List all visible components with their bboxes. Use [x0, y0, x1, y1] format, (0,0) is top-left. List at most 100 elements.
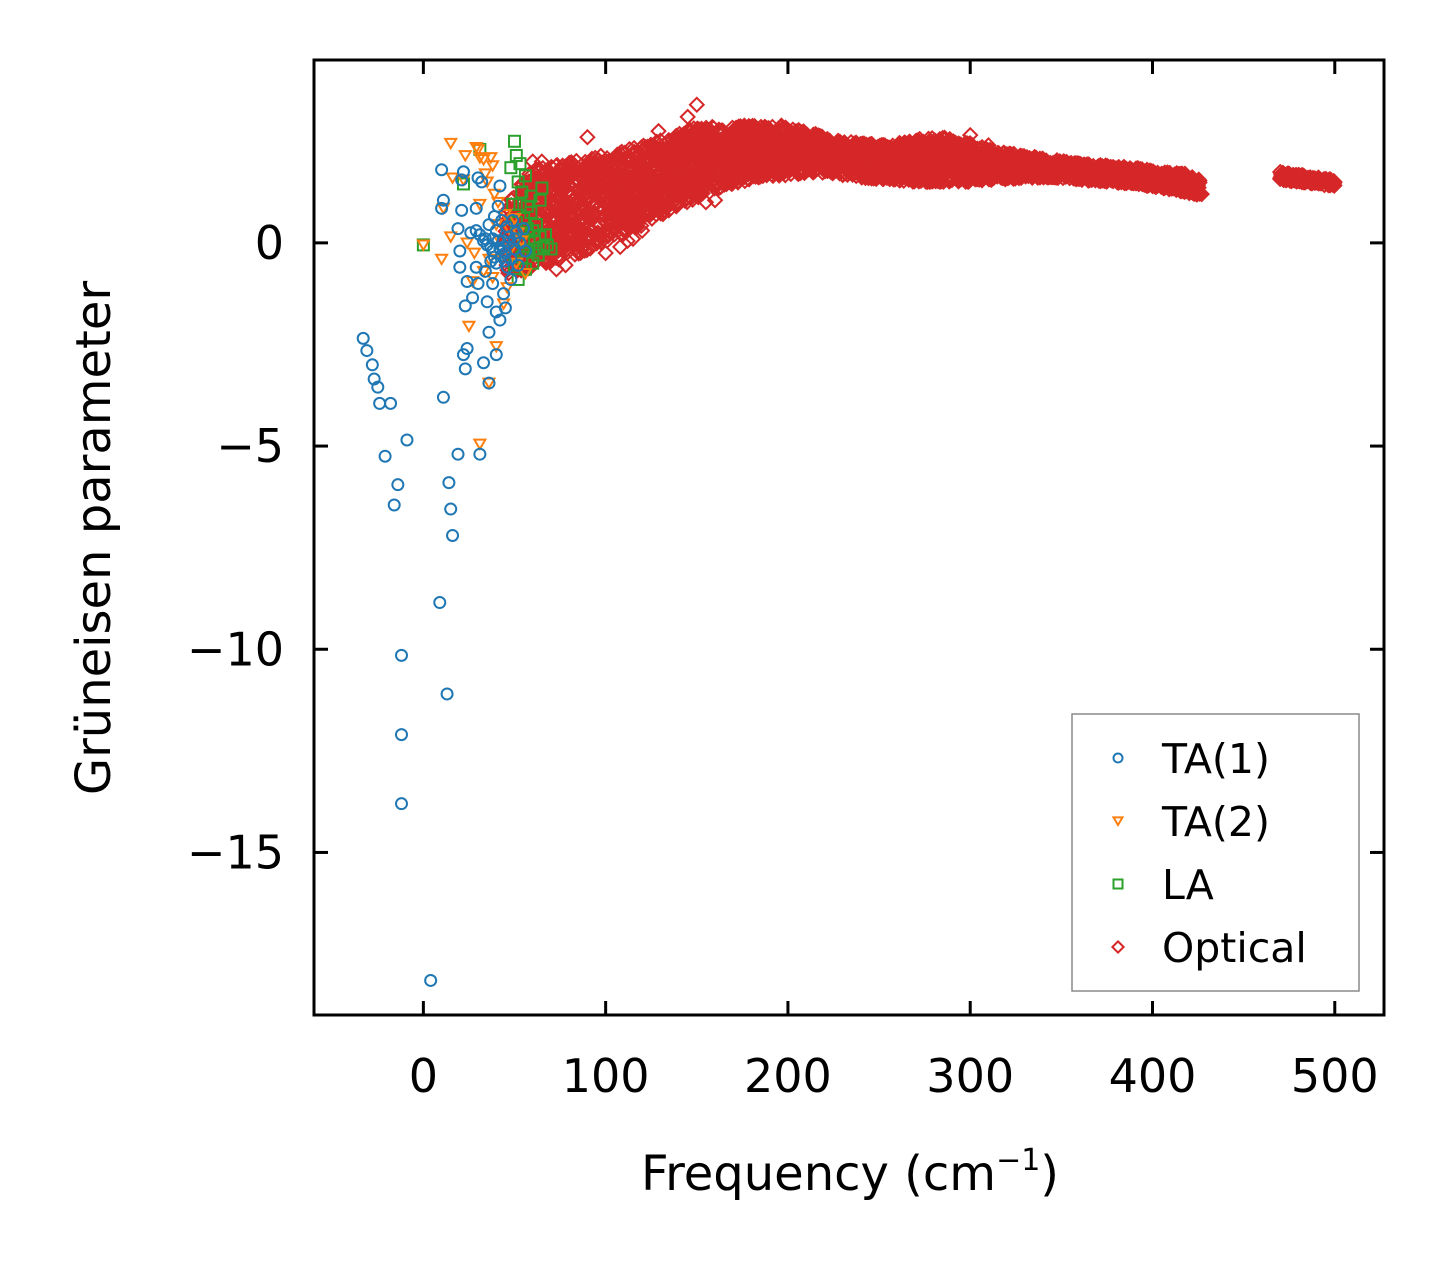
ta2-point — [481, 377, 497, 390]
optical-point — [940, 170, 958, 188]
optical-point — [839, 143, 856, 161]
optical-point — [969, 147, 986, 165]
optical-point — [644, 138, 661, 155]
optical-point — [730, 136, 748, 154]
la-point — [544, 242, 558, 256]
optical-point — [706, 128, 723, 146]
optical-point — [683, 171, 700, 189]
ta2-point — [483, 152, 499, 165]
optical-point — [597, 244, 614, 262]
optical-point — [860, 159, 877, 176]
la-point — [513, 197, 527, 211]
optical-point — [598, 220, 616, 237]
optical-point — [740, 171, 758, 188]
ta2-point — [472, 438, 488, 451]
optical-point — [1035, 165, 1053, 183]
optical-point — [627, 217, 645, 235]
optical-point — [725, 153, 743, 171]
optical-point — [549, 200, 567, 217]
optical-point — [719, 128, 736, 146]
optical-point — [578, 189, 596, 207]
optical-point — [645, 157, 663, 174]
optical-point — [544, 169, 561, 187]
la-point — [524, 189, 538, 203]
ta1-point — [451, 222, 465, 236]
la-point — [504, 161, 518, 175]
optical-point — [920, 151, 938, 169]
optical-point — [653, 164, 671, 181]
ta1-point — [482, 376, 496, 390]
optical-point — [907, 143, 925, 160]
la-point — [518, 169, 532, 183]
optical-point — [624, 230, 642, 248]
optical-point — [1065, 162, 1083, 180]
optical-point — [690, 188, 707, 206]
optical-point — [633, 222, 651, 239]
legend-marker-optical — [1110, 939, 1126, 955]
optical-point — [751, 168, 769, 186]
ta1-point — [394, 648, 408, 662]
optical-point — [653, 172, 670, 190]
optical-point — [1072, 168, 1089, 185]
optical-point — [830, 145, 847, 162]
optical-point — [650, 122, 667, 140]
ta2-point — [479, 176, 495, 189]
ta1-point — [482, 325, 496, 339]
ta2-point — [443, 137, 458, 151]
ta2-point — [472, 152, 488, 165]
optical-point — [783, 143, 800, 160]
optical-point — [888, 162, 905, 180]
optical-point — [1324, 175, 1342, 192]
optical-point — [961, 126, 979, 144]
plot-frame — [312, 58, 1386, 1017]
optical-point — [787, 125, 804, 142]
optical-point — [1147, 178, 1165, 195]
optical-point — [1142, 164, 1160, 182]
x-tick-label: 200 — [744, 1049, 832, 1103]
ta1-point — [517, 222, 531, 236]
ta1-point — [486, 277, 500, 291]
ta1-point — [435, 201, 449, 215]
optical-point — [805, 127, 822, 145]
optical-point — [579, 203, 597, 221]
optical-point — [850, 164, 867, 182]
optical-point — [614, 225, 632, 243]
optical-point — [924, 173, 941, 190]
optical-point — [1052, 157, 1070, 174]
optical-point — [822, 157, 839, 175]
optical-point — [670, 195, 688, 212]
ta1-point — [378, 449, 392, 463]
ta1-point — [440, 687, 454, 701]
ta1-point — [424, 973, 438, 987]
optical-point — [611, 238, 629, 256]
optical-point — [769, 132, 787, 150]
optical-point — [731, 121, 749, 138]
la-point — [508, 134, 522, 148]
ta1-point — [460, 342, 474, 356]
optical-point — [677, 190, 694, 207]
ta1-point — [471, 277, 485, 291]
ta1-point — [400, 433, 414, 447]
ta1-point — [433, 596, 447, 610]
la-point — [511, 272, 525, 286]
optical-point — [554, 235, 571, 253]
optical-point — [758, 149, 776, 167]
optical-point — [927, 160, 945, 177]
optical-point — [662, 182, 680, 200]
la-point — [506, 197, 520, 211]
legend-label-ta2: TA(2) — [1161, 798, 1270, 846]
optical-point — [1013, 157, 1031, 174]
optical-point — [706, 191, 724, 209]
optical-point — [687, 150, 704, 168]
x-axis-label: Frequency (cm−1) — [641, 1143, 1059, 1202]
ta2-point — [443, 231, 458, 244]
ta1-point — [478, 264, 492, 278]
ta1-point — [508, 232, 522, 246]
optical-point — [592, 153, 609, 171]
optical-point — [735, 151, 752, 169]
optical-point — [631, 164, 648, 182]
ta1-point — [455, 203, 469, 217]
optical-point — [763, 132, 781, 150]
optical-point — [649, 197, 667, 215]
optical-point — [787, 136, 805, 154]
